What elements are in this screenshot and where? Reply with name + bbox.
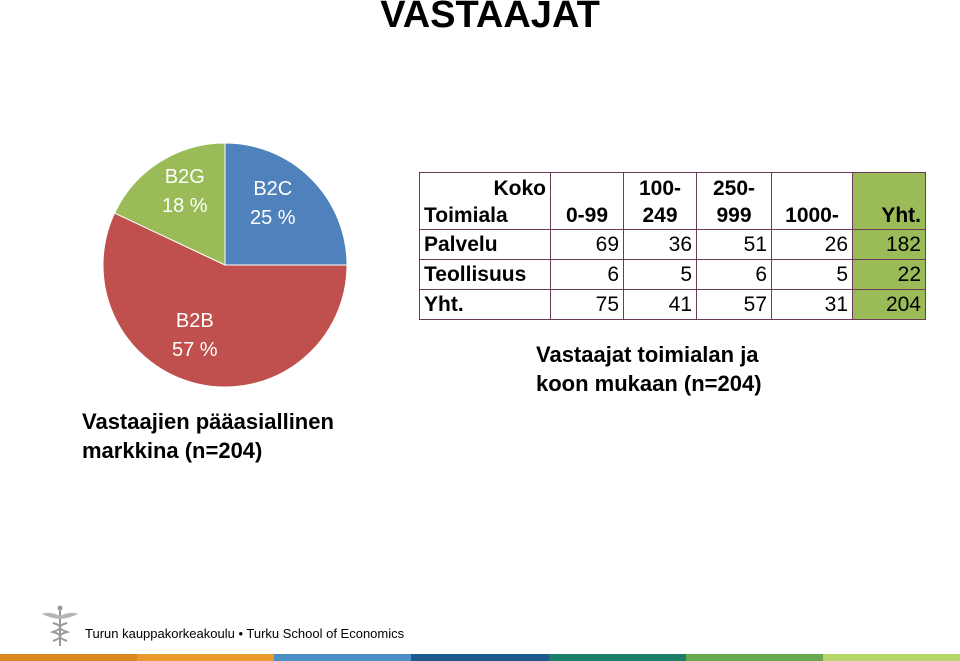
slice-name-b2b: B2B xyxy=(175,310,214,332)
table-total-cell: 182 xyxy=(852,229,926,260)
header-2-top: 100- xyxy=(638,177,682,200)
footer-bar-segment xyxy=(411,654,549,661)
footer-bar-segment xyxy=(822,654,960,661)
header-cell-4: 1000- xyxy=(771,172,853,230)
table-cell: 26 xyxy=(771,229,853,260)
slice-name-b2c: B2C xyxy=(253,178,293,200)
market-pie-chart: B2C 25 % B2G 18 % B2B 57 % xyxy=(100,140,350,390)
slice-label-b2c: B2C 25 % xyxy=(250,178,296,230)
footer-bar-segment xyxy=(548,654,686,661)
table-caption: Vastaajat toimialan ja koon mukaan (n=20… xyxy=(536,340,762,398)
slice-name-b2g: B2G xyxy=(164,166,205,188)
pie-slice-b2b xyxy=(102,212,348,388)
table-cell: 31 xyxy=(771,289,853,320)
table-cell: 41 xyxy=(623,289,697,320)
slice-label-b2g: B2G 18 % xyxy=(162,166,208,218)
caduceus-icon xyxy=(40,605,80,647)
footer-institution: Turun kauppakorkeakoulu • Turku School o… xyxy=(85,626,405,641)
pie-caption-line1: Vastaajien pääasiallinen xyxy=(82,409,334,434)
table-cell: 6 xyxy=(550,259,624,290)
table-row: Teollisuus 6 5 6 5 22 xyxy=(419,259,926,290)
row-label: Teollisuus xyxy=(419,259,551,290)
header-toimiala: Toimiala xyxy=(424,204,508,227)
pie-slice-b2g xyxy=(113,142,226,266)
table-total-cell: 22 xyxy=(852,259,926,290)
respondents-table: Koko Toimiala 0-99 100- 249 250- 999 100… xyxy=(419,172,926,320)
header-cell-1: 0-99 xyxy=(550,172,624,230)
table-header-row: Koko Toimiala 0-99 100- 249 250- 999 100… xyxy=(419,172,926,230)
slice-value-b2c: 25 % xyxy=(250,207,296,229)
table-caption-line1: Vastaajat toimialan ja xyxy=(536,342,759,367)
table-total-cell: 204 xyxy=(852,289,926,320)
header-cell-0: Koko Toimiala xyxy=(419,172,551,230)
header-cell-2: 100- 249 xyxy=(623,172,697,230)
table-cell: 75 xyxy=(550,289,624,320)
pie-slice-b2c xyxy=(224,142,348,266)
table-cell: 6 xyxy=(696,259,772,290)
footer-color-bar xyxy=(0,654,960,661)
page-title: VASTAAJAT xyxy=(380,0,600,36)
pie-caption-line2: markkina (n=204) xyxy=(82,438,263,463)
table-cell: 36 xyxy=(623,229,697,260)
table-row: Palvelu 69 36 51 26 182 xyxy=(419,229,926,260)
pie-svg xyxy=(102,142,348,388)
pie-caption: Vastaajien pääasiallinen markkina (n=204… xyxy=(82,407,334,465)
table-cell: 51 xyxy=(696,229,772,260)
header-1-bottom: 0-99 xyxy=(565,204,609,227)
row-label: Palvelu xyxy=(419,229,551,260)
header-cell-5: Yht. xyxy=(852,172,926,230)
header-3-bottom: 999 xyxy=(716,204,752,227)
footer-bar-segment xyxy=(274,654,412,661)
slice-label-b2b: B2B 57 % xyxy=(172,310,218,362)
row-label: Yht. xyxy=(419,289,551,320)
table-caption-line2: koon mukaan (n=204) xyxy=(536,371,762,396)
table-cell: 5 xyxy=(771,259,853,290)
table-cell: 5 xyxy=(623,259,697,290)
slice-value-b2b: 57 % xyxy=(172,339,218,361)
header-koko: Koko xyxy=(493,177,547,200)
header-2-bottom: 249 xyxy=(642,204,678,227)
header-3-top: 250- xyxy=(712,177,756,200)
footer-bar-segment xyxy=(0,654,138,661)
header-cell-3: 250- 999 xyxy=(696,172,772,230)
header-4-bottom: 1000- xyxy=(785,204,839,227)
table-cell: 57 xyxy=(696,289,772,320)
table-row: Yht. 75 41 57 31 204 xyxy=(419,289,926,320)
header-5-bottom: Yht. xyxy=(881,204,921,227)
slice-value-b2g: 18 % xyxy=(162,195,208,217)
table-cell: 69 xyxy=(550,229,624,260)
footer-bar-segment xyxy=(137,654,275,661)
footer-bar-segment xyxy=(685,654,823,661)
